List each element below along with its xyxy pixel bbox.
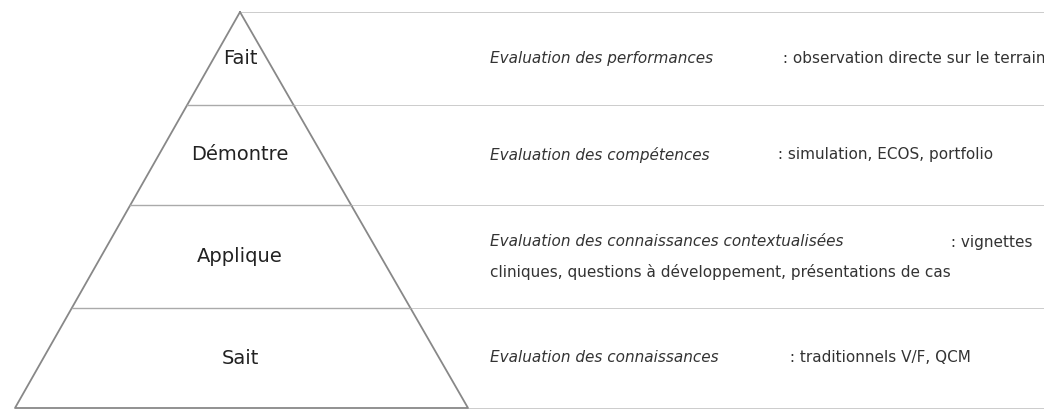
Text: Fait: Fait — [222, 48, 257, 68]
Text: cliniques, questions à développement, présentations de cas: cliniques, questions à développement, pr… — [490, 264, 951, 280]
Text: Evaluation des connaissances: Evaluation des connaissances — [490, 351, 718, 365]
Text: : simulation, ECOS, portfolio: : simulation, ECOS, portfolio — [774, 147, 994, 163]
Text: Sait: Sait — [221, 349, 259, 368]
Text: Evaluation des compétences: Evaluation des compétences — [490, 147, 710, 163]
Text: : traditionnels V/F, QCM: : traditionnels V/F, QCM — [785, 351, 971, 365]
Text: Applique: Applique — [197, 247, 283, 267]
Text: Evaluation des performances: Evaluation des performances — [490, 50, 713, 66]
Text: Evaluation des connaissances contextualisées: Evaluation des connaissances contextuali… — [490, 234, 844, 249]
Text: : observation directe sur le terrain (stage): : observation directe sur le terrain (st… — [778, 50, 1044, 66]
Text: Démontre: Démontre — [191, 145, 289, 165]
Text: : vignettes: : vignettes — [946, 234, 1033, 249]
